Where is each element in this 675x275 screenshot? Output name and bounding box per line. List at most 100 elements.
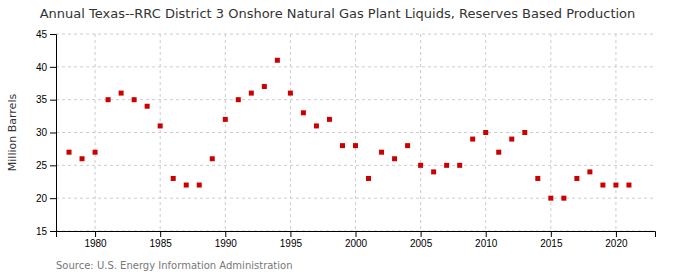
point (366, 176, 371, 181)
point (67, 150, 72, 155)
point (457, 163, 462, 168)
y-axis: 15 20 25 30 35 40 45 (36, 29, 57, 237)
point (158, 123, 163, 128)
point (119, 91, 124, 96)
grid-line (56, 66, 655, 67)
point (444, 163, 449, 168)
point (522, 130, 527, 135)
point (431, 169, 436, 174)
point (132, 97, 137, 102)
plot: 1980 1985 1990 1995 2000 2005 2010 2015 2020 15 20… (6, 29, 656, 249)
point (548, 196, 553, 201)
x-tick-label: 2015 (540, 238, 563, 249)
x-tick: 1995 (280, 231, 303, 249)
x-tick: 2020 (605, 231, 628, 249)
x-tick-label: 1990 (215, 238, 238, 249)
y-axis-title: Million Barrels (6, 94, 19, 172)
x-tick-mark (616, 231, 617, 237)
point (145, 104, 150, 109)
x-axis-line (57, 232, 656, 238)
chart: Annual Texas--RRC District 3 Onshore Nat… (0, 0, 675, 275)
title: Annual Texas--RRC District 3 Onshore Nat… (40, 6, 636, 21)
point (574, 176, 579, 181)
point (80, 156, 85, 161)
y-tick: 45 (36, 29, 56, 40)
point (210, 156, 215, 161)
x-tick-label: 1995 (280, 238, 303, 249)
y-tick-label: 35 (36, 94, 48, 105)
x-tick-label: 2010 (475, 238, 498, 249)
point (106, 97, 111, 102)
y-tick-mark (50, 34, 56, 35)
point (236, 97, 241, 102)
point (613, 183, 618, 188)
y-tick: 15 (36, 226, 56, 237)
points (67, 58, 632, 201)
point (288, 91, 293, 96)
point (249, 91, 254, 96)
point (561, 196, 566, 201)
y-tick-label: 40 (36, 62, 48, 73)
x-tick-mark (486, 231, 487, 237)
x-tick: 1990 (215, 231, 238, 249)
grid-line (56, 132, 655, 133)
point (535, 176, 540, 181)
x-tick-mark (551, 231, 552, 237)
x-axis: 1980 1985 1990 1995 2000 2005 2010 2015 2020 (57, 231, 656, 249)
x-tick-label: 1980 (84, 238, 107, 249)
y-tick-label: 20 (36, 193, 48, 204)
x-tick-label: 2020 (605, 238, 628, 249)
y-tick: 30 (36, 127, 56, 138)
point (171, 176, 176, 181)
point (600, 183, 605, 188)
x-tick: 2005 (410, 231, 433, 249)
y-tick-label: 30 (36, 127, 48, 138)
y-tick-mark (50, 198, 56, 199)
grid-line (56, 165, 655, 166)
x-tick-mark (225, 231, 226, 237)
source: Source: U.S. Energy Information Administ… (56, 260, 293, 271)
grid-line (56, 34, 655, 35)
x-tick-label: 2005 (410, 238, 433, 249)
x-tick-mark (290, 231, 291, 237)
point (626, 183, 631, 188)
x-tick: 2000 (345, 231, 368, 249)
grid-line (355, 34, 356, 231)
point (483, 130, 488, 135)
point (223, 117, 228, 122)
grid-line (420, 34, 421, 231)
y-tick: 35 (36, 94, 56, 105)
point (262, 84, 267, 89)
point (93, 150, 98, 155)
point (470, 137, 475, 142)
x-tick: 1980 (84, 231, 107, 249)
point (392, 156, 397, 161)
y-tick: 25 (36, 160, 56, 171)
point (197, 183, 202, 188)
y-axis-line (50, 35, 57, 232)
x-tick-mark (160, 231, 161, 237)
point (509, 137, 514, 142)
point (275, 58, 280, 63)
point (379, 150, 384, 155)
x-tick-label: 1985 (150, 238, 173, 249)
point (327, 117, 332, 122)
point (353, 143, 358, 148)
y-tick-label: 45 (36, 29, 48, 40)
x-tick-mark (421, 231, 422, 237)
y-tick-mark (50, 165, 56, 166)
y-tick-label: 25 (36, 160, 48, 171)
x-tick-mark (356, 231, 357, 237)
y-tick-mark (50, 100, 56, 101)
point (496, 150, 501, 155)
grid-line (56, 99, 655, 100)
point (405, 143, 410, 148)
y-tick-label: 15 (36, 226, 48, 237)
x-tick: 2010 (475, 231, 498, 249)
y-tick: 20 (36, 193, 56, 204)
point (184, 183, 189, 188)
y-tick-mark (50, 133, 56, 134)
x-tick: 1985 (150, 231, 173, 249)
y-tick-mark (50, 67, 56, 68)
point (587, 169, 592, 174)
